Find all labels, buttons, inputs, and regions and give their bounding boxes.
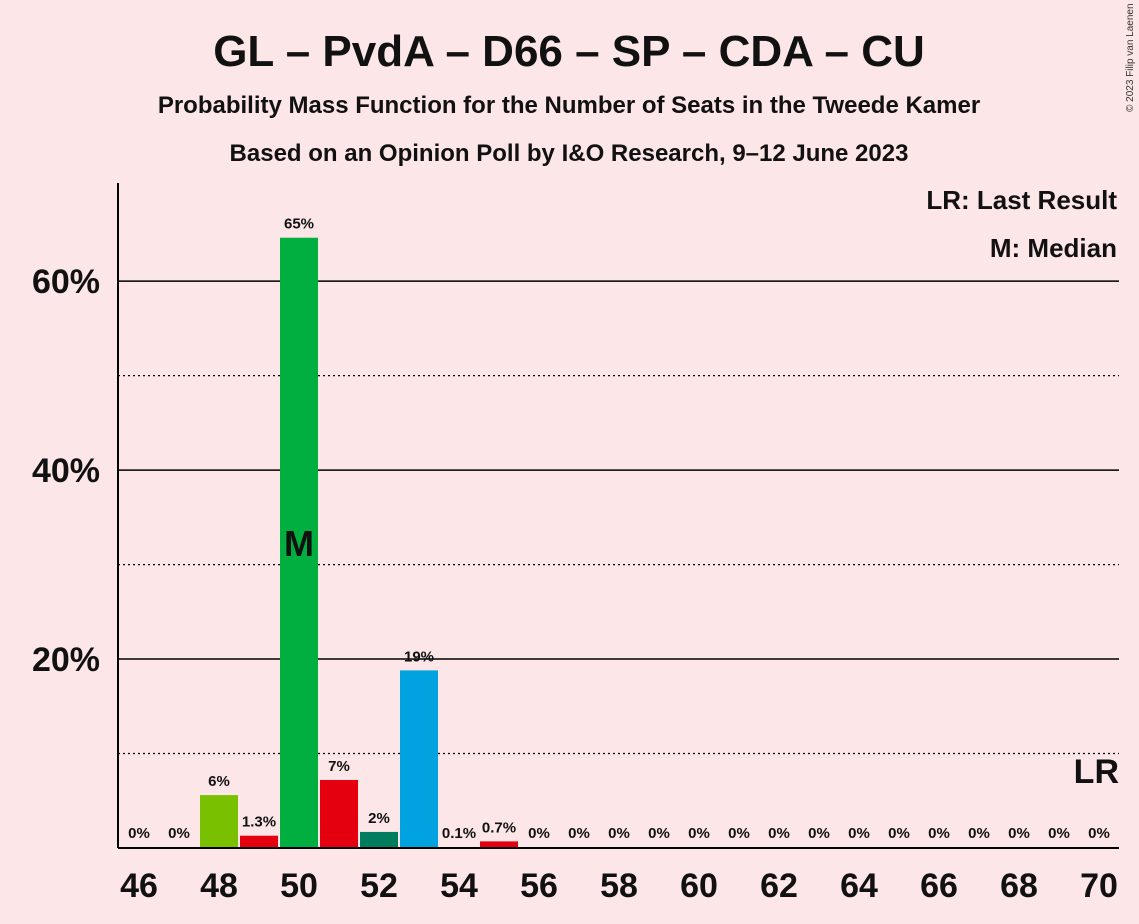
bar-label: 0% <box>568 825 590 842</box>
bar-label: 2% <box>368 810 390 827</box>
legend-last-result: LR: Last Result <box>926 185 1117 215</box>
bar-label: 0% <box>528 825 550 842</box>
x-tick-label: 52 <box>360 867 398 905</box>
bar-label: 0% <box>168 825 190 842</box>
y-tick-label: 60% <box>32 263 100 301</box>
bar-53-seats <box>400 670 438 848</box>
x-tick-label: 70 <box>1080 867 1118 905</box>
y-tick-label: 40% <box>32 452 100 490</box>
bar-label: 0% <box>928 825 950 842</box>
bar-label: 0% <box>688 825 710 842</box>
bar-label: 0.7% <box>482 819 516 836</box>
x-tick-label: 56 <box>520 867 558 905</box>
x-tick-label: 62 <box>760 867 798 905</box>
chart-subtitle: Probability Mass Function for the Number… <box>158 92 980 119</box>
x-tick-label: 60 <box>680 867 718 905</box>
x-tick-label: 64 <box>840 867 878 905</box>
bar-label: 0% <box>848 825 870 842</box>
bar-label: 0.1% <box>442 825 476 842</box>
legend-median: M: Median <box>990 233 1117 263</box>
chart-title: GL – PvdA – D66 – SP – CDA – CU <box>213 27 925 76</box>
x-tick-label: 54 <box>440 867 478 905</box>
bar-label: 0% <box>608 825 630 842</box>
last-result-marker: LR <box>1074 753 1119 791</box>
x-axis-tick-labels: 46 48 50 52 54 56 58 60 62 64 66 68 70 <box>120 867 1118 905</box>
bar-label: 0% <box>768 825 790 842</box>
bar-label: 0% <box>1048 825 1070 842</box>
bar-label: 0% <box>808 825 830 842</box>
y-tick-label: 20% <box>32 641 100 679</box>
x-tick-label: 46 <box>120 867 158 905</box>
x-tick-label: 66 <box>920 867 958 905</box>
bar-label: 0% <box>968 825 990 842</box>
bar-label: 0% <box>648 825 670 842</box>
y-axis-tick-labels: 20% 40% 60% <box>32 263 100 679</box>
x-tick-label: 68 <box>1000 867 1038 905</box>
bars <box>200 237 518 848</box>
bar-label: 0% <box>128 825 150 842</box>
x-tick-label: 50 <box>280 867 318 905</box>
bar-label: 19% <box>404 648 434 665</box>
bar-55-seats <box>480 841 518 848</box>
bar-label: 0% <box>1088 825 1110 842</box>
median-marker: M <box>284 523 314 564</box>
x-tick-label: 58 <box>600 867 638 905</box>
bar-label: 7% <box>328 758 350 775</box>
bar-label: 0% <box>1008 825 1030 842</box>
bar-label: 6% <box>208 773 230 790</box>
bar-50-seats <box>280 237 318 848</box>
chart-subtitle-poll: Based on an Opinion Poll by I&O Research… <box>230 140 909 167</box>
bar-label: 1.3% <box>242 814 276 831</box>
bar-value-labels: 0% 0% 6% 1.3% 65% 7% 2% 19% 0.1% 0.7% 0% 0% 0% 0% 0% 0%… <box>128 216 1110 842</box>
bar-49-seats <box>240 835 278 848</box>
bar-51-seats <box>320 779 358 848</box>
x-tick-label: 48 <box>200 867 238 905</box>
gridlines <box>118 280 1119 755</box>
bar-52-seats <box>360 831 398 848</box>
bar-label: 0% <box>888 825 910 842</box>
bar-label: 65% <box>284 216 314 233</box>
bar-label: 0% <box>728 825 750 842</box>
copyright-notice: © 2023 Filip van Laenen <box>1125 3 1136 112</box>
bar-48-seats <box>200 795 238 848</box>
